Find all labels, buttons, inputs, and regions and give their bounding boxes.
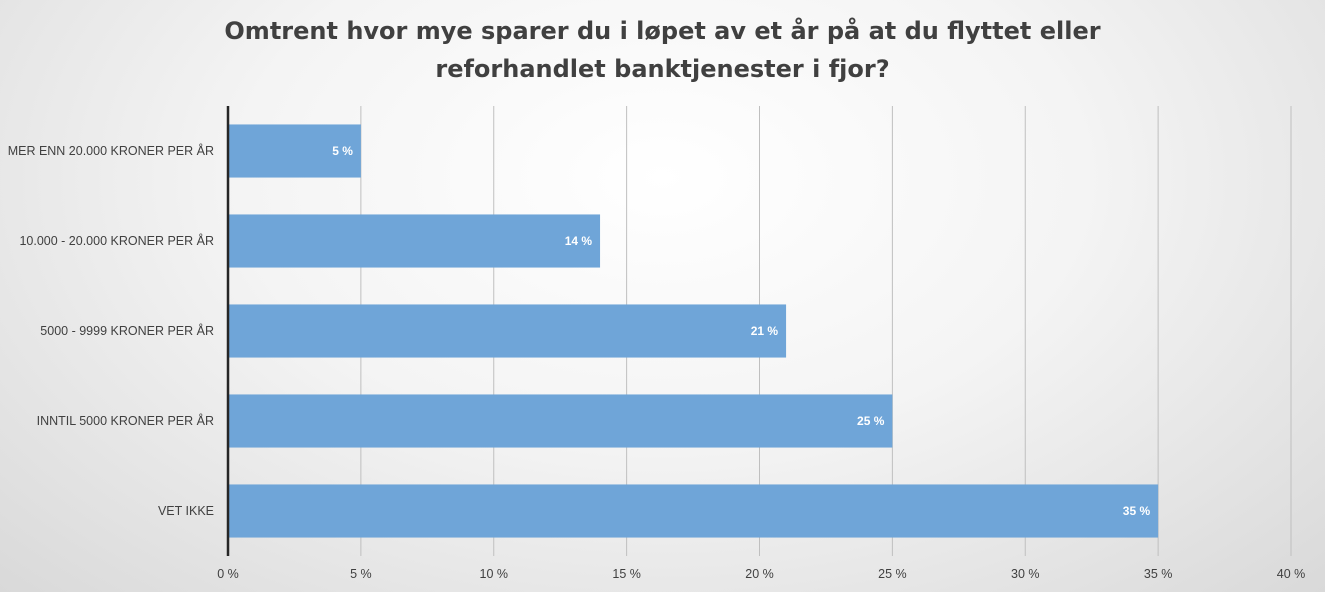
- bars: [228, 124, 1159, 538]
- data-labels: 5 % 14 % 21 % 25 % 35 %: [332, 144, 1150, 518]
- category-label: VET IKKE: [158, 504, 214, 518]
- data-label: 21 %: [751, 324, 779, 338]
- x-tick-label: 40 %: [1277, 567, 1306, 581]
- bar: [228, 394, 893, 448]
- bar: [228, 214, 601, 268]
- category-label: MER ENN 20.000 KRONER PER ÅR: [8, 143, 214, 158]
- category-label: INNTIL 5000 KRONER PER ÅR: [37, 413, 214, 428]
- bar: [228, 124, 361, 178]
- x-tick-label: 25 %: [878, 567, 907, 581]
- chart-title: Omtrent hvor mye sparer du i løpet av et…: [224, 17, 1101, 83]
- category-label: 5000 - 9999 KRONER PER ÅR: [40, 323, 214, 338]
- tick-labels: 0 % 5 % 10 % 15 % 20 % 25 % 30 % 35 % 40 %: [217, 567, 1305, 581]
- category-labels: MER ENN 20.000 KRONER PER ÅR 10.000 - 20.…: [8, 143, 214, 518]
- x-tick-label: 15 %: [612, 567, 641, 581]
- x-tick-label: 20 %: [745, 567, 774, 581]
- x-tick-label: 5 %: [350, 567, 372, 581]
- bar: [228, 484, 1159, 538]
- bar: [228, 304, 787, 358]
- x-tick-label: 10 %: [480, 567, 509, 581]
- category-label: 10.000 - 20.000 KRONER PER ÅR: [19, 233, 214, 248]
- data-label: 35 %: [1123, 504, 1151, 518]
- x-tick-label: 0 %: [217, 567, 239, 581]
- x-tick-label: 35 %: [1144, 567, 1173, 581]
- x-tick-label: 30 %: [1011, 567, 1040, 581]
- data-label: 14 %: [565, 234, 593, 248]
- data-label: 5 %: [332, 144, 353, 158]
- data-label: 25 %: [857, 414, 885, 428]
